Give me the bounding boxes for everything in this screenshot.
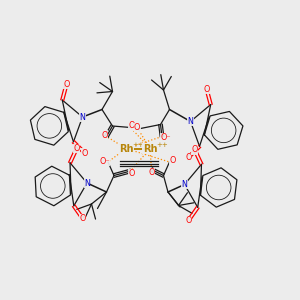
Text: O: O (102, 130, 108, 140)
Text: O: O (185, 216, 192, 225)
Text: O: O (128, 122, 135, 130)
Text: O: O (74, 144, 80, 153)
Text: O: O (185, 153, 191, 162)
Text: O: O (80, 214, 86, 223)
Text: N: N (84, 178, 90, 188)
Text: O⁻: O⁻ (160, 134, 171, 142)
Text: O⁻: O⁻ (99, 157, 110, 166)
Text: ++: ++ (157, 142, 169, 148)
Text: O: O (192, 146, 198, 154)
Text: O: O (148, 168, 155, 177)
Text: Rh: Rh (119, 143, 133, 154)
Text: N: N (80, 112, 85, 122)
Text: ++: ++ (133, 142, 145, 148)
Text: O: O (82, 148, 88, 158)
Text: O: O (203, 85, 210, 94)
Text: Rh: Rh (143, 143, 157, 154)
Text: O: O (63, 80, 70, 89)
Text: O: O (128, 169, 135, 178)
Text: N: N (182, 180, 188, 189)
Text: N: N (188, 117, 194, 126)
Text: O: O (169, 156, 176, 165)
Text: O: O (134, 123, 140, 132)
